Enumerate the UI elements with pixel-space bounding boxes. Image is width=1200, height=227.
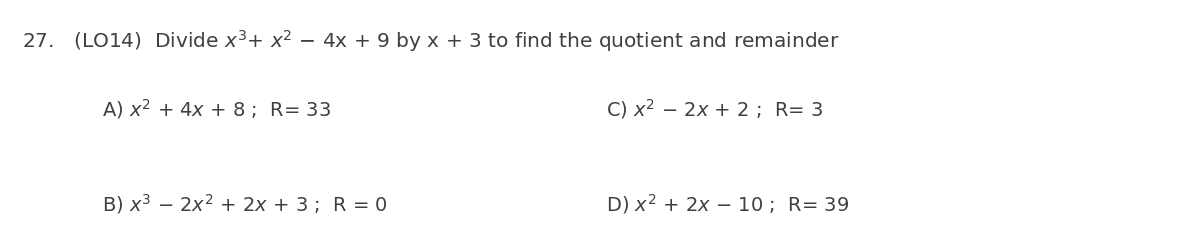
Text: D) $x^2$ + 2$x$ − 10 ;  R= 39: D) $x^2$ + 2$x$ − 10 ; R= 39 <box>606 192 850 216</box>
Text: 27.   (LO14)  Divide $x^3$+ $x^2$ − 4x + 9 by x + 3 to find the quotient and rem: 27. (LO14) Divide $x^3$+ $x^2$ − 4x + 9 … <box>22 28 839 54</box>
Text: B) $x^3$ − 2$x^2$ + 2$x$ + 3 ;  R = 0: B) $x^3$ − 2$x^2$ + 2$x$ + 3 ; R = 0 <box>102 192 388 216</box>
Text: C) $x^2$ − 2$x$ + 2 ;  R= 3: C) $x^2$ − 2$x$ + 2 ; R= 3 <box>606 97 823 121</box>
Text: A) $x^2$ + 4$x$ + 8 ;  R= 33: A) $x^2$ + 4$x$ + 8 ; R= 33 <box>102 97 331 121</box>
